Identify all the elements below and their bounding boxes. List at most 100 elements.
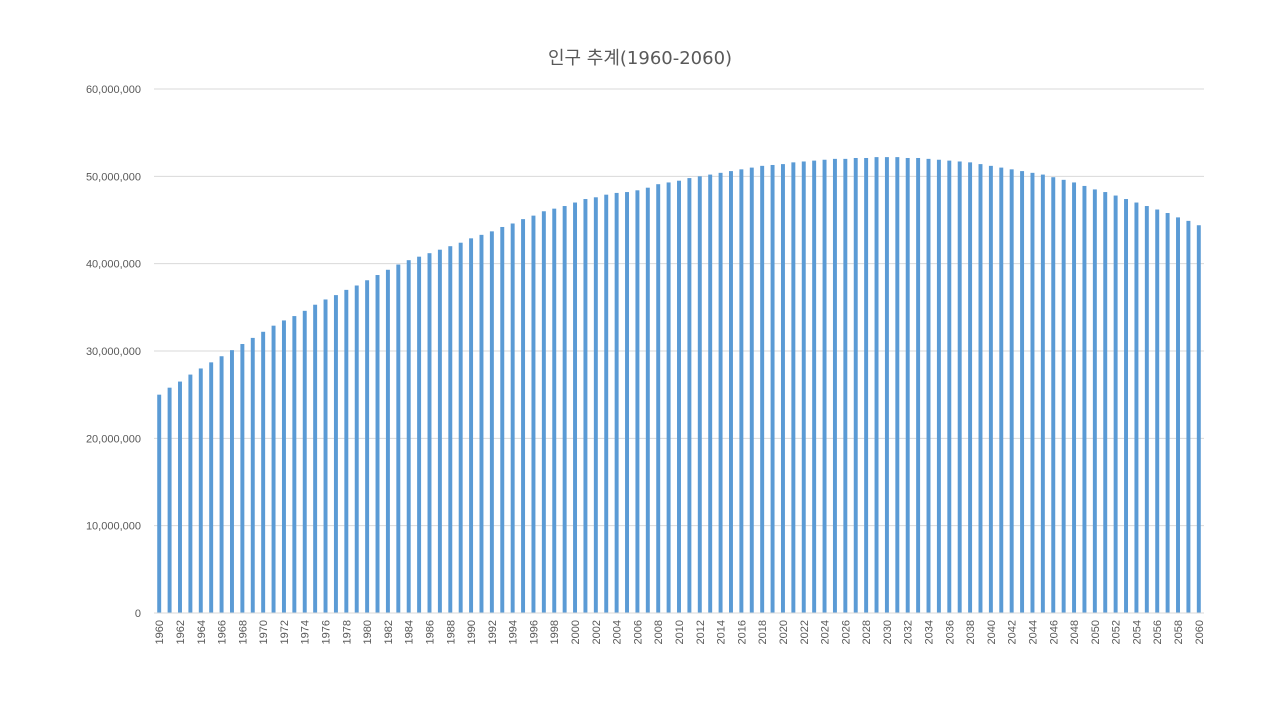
x-tick-label: 2026	[840, 620, 852, 644]
bar-1993	[500, 226, 505, 613]
bar-2025	[832, 158, 837, 613]
bar-2026	[843, 158, 848, 613]
x-tick-label: 2050	[1090, 620, 1102, 644]
bar-2015	[729, 171, 733, 614]
x-tick-label: 1978	[341, 620, 353, 644]
bar-2058	[1176, 217, 1180, 613]
bar-2057	[1165, 213, 1170, 613]
bar-2046	[1051, 177, 1056, 613]
bar-2053	[1124, 199, 1129, 614]
bar-2019	[770, 164, 775, 614]
bar-2054	[1134, 202, 1139, 614]
bar-2040	[988, 165, 993, 613]
bar-1963	[188, 374, 193, 613]
x-tick-label: 2036	[944, 620, 956, 644]
x-tick-label: 1968	[237, 620, 249, 644]
bar-2038	[968, 162, 973, 614]
bar-1980	[365, 280, 370, 613]
bar-2050	[1092, 189, 1097, 613]
bar-1995	[521, 219, 526, 614]
x-tick-label: 1984	[404, 620, 416, 644]
x-tick-label: 1992	[487, 620, 499, 644]
bar-2013	[708, 174, 713, 613]
bar-2035	[936, 159, 941, 614]
y-tick-label: 60,000,000	[86, 84, 141, 96]
bar-1998	[552, 208, 557, 613]
bar-2045	[1040, 174, 1045, 613]
x-tick-label: 2032	[903, 620, 915, 644]
x-tick-label: 1970	[258, 620, 270, 644]
x-axis-ticks: 1960 1962 1964 1966 1968 1970 1972 1974 1976 1978…	[154, 620, 1206, 644]
bar-2030	[884, 157, 889, 613]
bar-2032	[905, 157, 910, 613]
bar-1961	[167, 387, 172, 613]
bar-2016	[739, 169, 744, 613]
bar-2029	[874, 157, 879, 613]
x-tick-label: 1966	[217, 620, 229, 644]
y-tick-label: 20,000,000	[86, 433, 141, 445]
bar-1986	[427, 253, 432, 614]
x-tick-label: 1972	[279, 620, 291, 644]
x-tick-label: 2000	[570, 620, 582, 644]
x-tick-label: 1960	[154, 620, 166, 644]
bar-2021	[791, 162, 796, 614]
bar-1977	[333, 295, 338, 613]
bar-2009	[666, 182, 671, 614]
x-tick-label: 2012	[695, 620, 707, 644]
x-tick-label: 1994	[508, 620, 520, 644]
bar-1968	[240, 344, 245, 613]
bar-1979	[354, 285, 359, 613]
bar-2044	[1030, 172, 1035, 613]
x-tick-label: 2040	[986, 620, 998, 644]
bar-2005	[625, 192, 629, 613]
x-tick-label: 2004	[612, 620, 624, 644]
x-tick-label: 2042	[1007, 620, 1019, 644]
chart-title: 인구 추계(1960-2060)	[547, 48, 733, 69]
bar-1996	[531, 215, 536, 613]
bar-1972	[281, 320, 286, 613]
bar-1988	[448, 246, 453, 613]
bar-2041	[999, 167, 1004, 613]
x-tick-label: 2006	[632, 620, 644, 644]
bar-2031	[895, 157, 900, 613]
bar-1966	[219, 356, 224, 613]
bar-1985	[417, 256, 422, 613]
bars	[157, 157, 1201, 614]
x-tick-label: 2002	[591, 620, 603, 644]
x-tick-label: 2058	[1173, 620, 1185, 644]
x-tick-label: 2008	[653, 620, 665, 644]
bar-2033	[916, 157, 921, 613]
bar-1969	[250, 337, 255, 613]
bar-2052	[1113, 195, 1118, 613]
bar-1970	[261, 331, 266, 613]
x-tick-label: 2030	[882, 620, 894, 644]
x-tick-label: 2044	[1027, 620, 1039, 644]
bar-1984	[406, 260, 411, 613]
bar-1981	[375, 275, 380, 613]
x-tick-label: 2048	[1069, 620, 1081, 644]
bar-2000	[573, 202, 578, 614]
bar-1994	[510, 223, 515, 613]
x-tick-label: 1982	[383, 620, 395, 644]
bar-2027	[853, 157, 858, 613]
x-tick-label: 1964	[196, 620, 208, 644]
bar-2056	[1155, 209, 1160, 613]
bar-2022	[801, 161, 806, 613]
bar-2036	[947, 160, 952, 613]
bar-1974	[302, 310, 307, 613]
bar-1976	[323, 299, 328, 613]
bar-2060	[1196, 225, 1201, 614]
x-tick-label: 2024	[820, 620, 832, 644]
bar-2008	[656, 184, 661, 613]
bar-1973	[292, 316, 297, 613]
x-tick-label: 2018	[757, 620, 769, 644]
x-tick-label: 2054	[1131, 620, 1143, 644]
x-tick-label: 2038	[965, 620, 977, 644]
bar-2003	[604, 194, 609, 613]
x-tick-label: 2060	[1194, 620, 1206, 644]
bar-2043	[1020, 171, 1025, 614]
bar-2049	[1082, 185, 1087, 613]
y-tick-label: 40,000,000	[86, 259, 141, 271]
